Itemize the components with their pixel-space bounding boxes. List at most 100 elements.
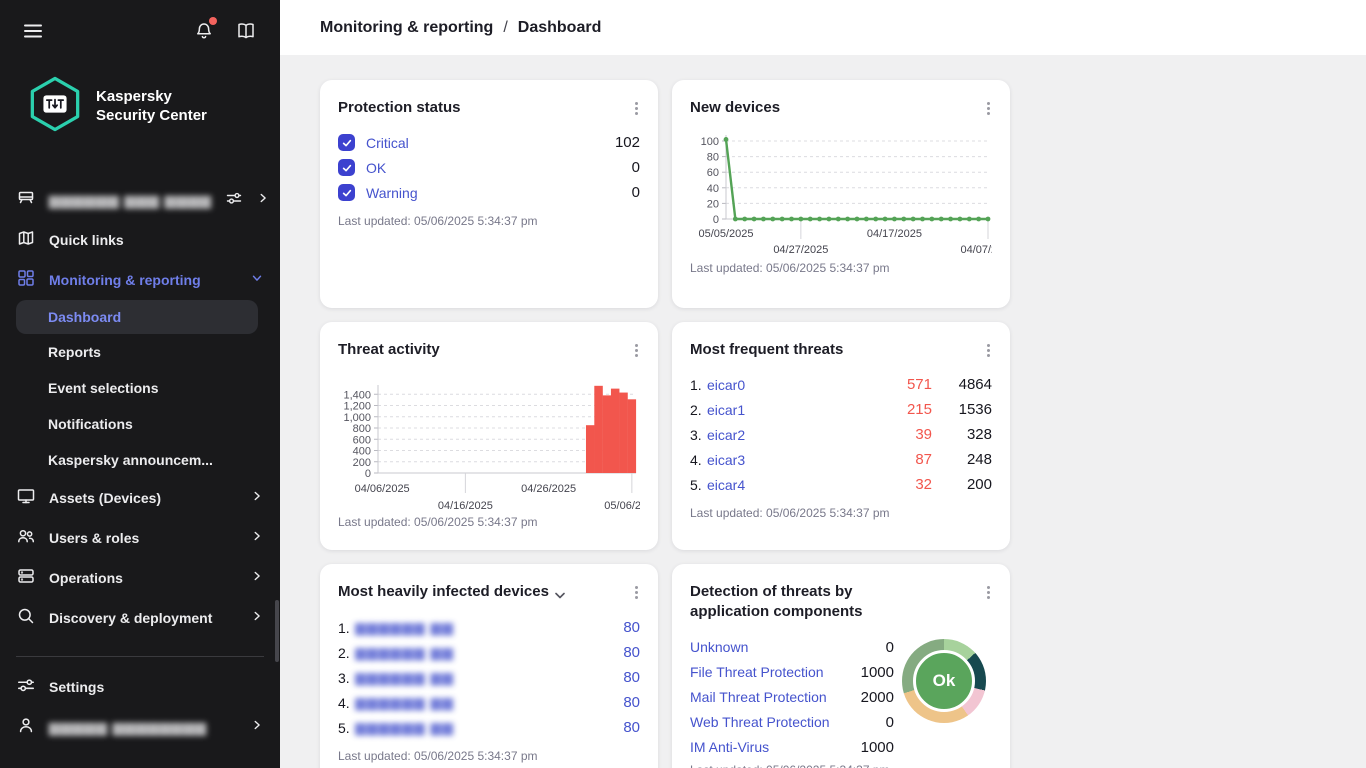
kebab-menu-icon[interactable] xyxy=(633,98,640,119)
sidebar-item-monitoring-reporting[interactable]: Monitoring & reporting xyxy=(0,260,280,300)
component-link[interactable]: IM Anti-Virus xyxy=(690,739,770,755)
threat-link[interactable]: eicar0 xyxy=(707,376,746,393)
bell-icon xyxy=(194,21,214,44)
device-link[interactable]: ▆▆▆▆▆▆ ▆▆ xyxy=(355,669,455,685)
card-most-infected-devices: Most heavily infected devices 1. ▆▆▆▆▆▆ … xyxy=(320,564,658,768)
device-link[interactable]: ▆▆▆▆▆▆ ▆▆ xyxy=(355,644,455,660)
card-title: Most frequent threats xyxy=(690,341,844,358)
chevron-right-icon xyxy=(250,718,264,737)
status-count: 0 xyxy=(631,184,640,201)
sidebar-item-notifications[interactable]: Notifications xyxy=(48,416,133,432)
kebab-menu-icon[interactable] xyxy=(985,340,992,361)
svg-text:1,400: 1,400 xyxy=(343,389,371,401)
person-icon xyxy=(16,715,36,740)
threat-total-count: 248 xyxy=(966,451,992,468)
dashboard-grid: Protection status Critical 102 OK 0 xyxy=(280,55,1366,768)
component-link[interactable]: Mail Threat Protection xyxy=(690,689,827,705)
svg-text:200: 200 xyxy=(353,457,371,469)
component-row: File Threat Protection 1000 xyxy=(690,660,894,685)
server-properties-icon[interactable] xyxy=(225,189,243,212)
component-row: Unknown 0 xyxy=(690,635,894,660)
card-title: Detection of threats by application comp… xyxy=(690,583,863,621)
sidebar-scrollbar-thumb[interactable] xyxy=(275,600,279,662)
component-row: IM Anti-Virus 1000 xyxy=(690,735,894,760)
notification-badge-dot xyxy=(209,17,217,25)
svg-text:20: 20 xyxy=(707,198,719,210)
card-title: Protection status xyxy=(338,99,461,116)
component-count: 2000 xyxy=(860,688,894,706)
sidebar-item-operations[interactable]: Operations xyxy=(0,558,280,598)
status-count: 102 xyxy=(614,134,640,151)
sidebar-item-reports[interactable]: Reports xyxy=(48,344,101,360)
device-link[interactable]: ▆▆▆▆▆▆ ▆▆ xyxy=(355,619,455,635)
chevron-down-icon[interactable] xyxy=(555,586,565,604)
device-link[interactable]: ▆▆▆▆▆▆ ▆▆ xyxy=(355,719,455,735)
threat-row: 3. eicar2 39 328 xyxy=(690,422,992,447)
notifications-button[interactable] xyxy=(194,17,217,44)
sidebar-item-discovery-deployment[interactable]: Discovery & deployment xyxy=(0,598,280,638)
component-count: 0 xyxy=(885,713,894,731)
threat-link[interactable]: eicar1 xyxy=(707,401,746,418)
kebab-menu-icon[interactable] xyxy=(985,98,992,119)
threat-link[interactable]: eicar3 xyxy=(707,451,746,468)
sidebar-item-label: Users & roles xyxy=(49,530,140,546)
status-link[interactable]: OK xyxy=(366,159,387,176)
card-title: New devices xyxy=(690,99,781,116)
checkbox-checked[interactable] xyxy=(338,159,355,176)
rank-label: 4. xyxy=(338,694,350,711)
svg-text:100: 100 xyxy=(701,136,719,148)
device-count[interactable]: 80 xyxy=(623,619,640,636)
component-link[interactable]: File Threat Protection xyxy=(690,664,824,680)
threat-link[interactable]: eicar2 xyxy=(707,426,746,443)
sidebar-item-settings[interactable]: Settings xyxy=(0,667,280,707)
device-link[interactable]: ▆▆▆▆▆▆ ▆▆ xyxy=(355,694,455,710)
sidebar-item-users-roles[interactable]: Users & roles xyxy=(0,518,280,558)
checkbox-checked[interactable] xyxy=(338,134,355,151)
threat-link[interactable]: eicar4 xyxy=(707,476,746,493)
sidebar-item-dashboard[interactable]: Dashboard xyxy=(16,300,258,334)
sidebar-topbar xyxy=(0,0,280,45)
breadcrumb-separator: / xyxy=(503,18,508,36)
users-icon xyxy=(16,526,36,551)
hamburger-menu-button[interactable] xyxy=(22,20,44,45)
server-name: ▆▆▆▆▆▆ ▆▆▆ ▆▆▆▆ xyxy=(49,191,212,208)
sidebar-item-account[interactable]: ▆▆▆▆▆ ▆▆▆▆▆▆▆▆ xyxy=(0,707,280,747)
device-count[interactable]: 80 xyxy=(623,644,640,661)
protection-row: OK 0 xyxy=(338,155,640,180)
svg-text:0: 0 xyxy=(365,468,371,480)
device-count[interactable]: 80 xyxy=(623,669,640,686)
help-guide-button[interactable] xyxy=(236,21,256,44)
component-link[interactable]: Unknown xyxy=(690,639,749,655)
sidebar-item-quick-links[interactable]: Quick links xyxy=(0,220,280,260)
device-count[interactable]: 80 xyxy=(623,694,640,711)
component-row: Web Threat Protection 0 xyxy=(690,710,894,735)
last-updated-label: Last updated: 05/06/2025 5:34:37 pm xyxy=(690,506,890,520)
component-link[interactable]: Web Threat Protection xyxy=(690,714,830,730)
sidebar-item-kaspersky-announcements[interactable]: Kaspersky announcem... xyxy=(48,452,213,468)
sidebar-nav: ▆▆▆▆▆▆ ▆▆▆ ▆▆▆▆ Quick links Monitoring xyxy=(0,180,280,747)
sidebar-item-event-selections[interactable]: Event selections xyxy=(48,380,159,396)
stack-icon xyxy=(16,566,36,591)
device-count[interactable]: 80 xyxy=(623,719,640,736)
sidebar-item-assets-devices[interactable]: Assets (Devices) xyxy=(0,478,280,518)
breadcrumb-parent[interactable]: Monitoring & reporting xyxy=(320,18,494,36)
sidebar-item-server[interactable]: ▆▆▆▆▆▆ ▆▆▆ ▆▆▆▆ xyxy=(0,180,280,220)
threat-row: 4. eicar3 87 248 xyxy=(690,447,992,472)
search-icon xyxy=(16,606,36,631)
kebab-menu-icon[interactable] xyxy=(633,582,640,603)
last-updated-label: Last updated: 05/06/2025 5:34:37 pm xyxy=(690,261,890,275)
svg-text:80: 80 xyxy=(707,152,719,164)
status-link[interactable]: Warning xyxy=(366,184,418,201)
threat-total-count: 4864 xyxy=(958,376,992,393)
svg-text:60: 60 xyxy=(707,167,719,179)
monitor-icon xyxy=(16,486,36,511)
kebab-menu-icon[interactable] xyxy=(633,340,640,361)
svg-text:04/17/2025: 04/17/2025 xyxy=(867,228,922,240)
kebab-menu-icon[interactable] xyxy=(985,582,992,603)
checkbox-checked[interactable] xyxy=(338,184,355,201)
svg-text:04/07/2025: 04/07/2025 xyxy=(960,244,992,256)
chevron-right-icon xyxy=(250,609,264,628)
chevron-right-icon[interactable] xyxy=(256,191,270,210)
status-link[interactable]: Critical xyxy=(366,134,409,151)
